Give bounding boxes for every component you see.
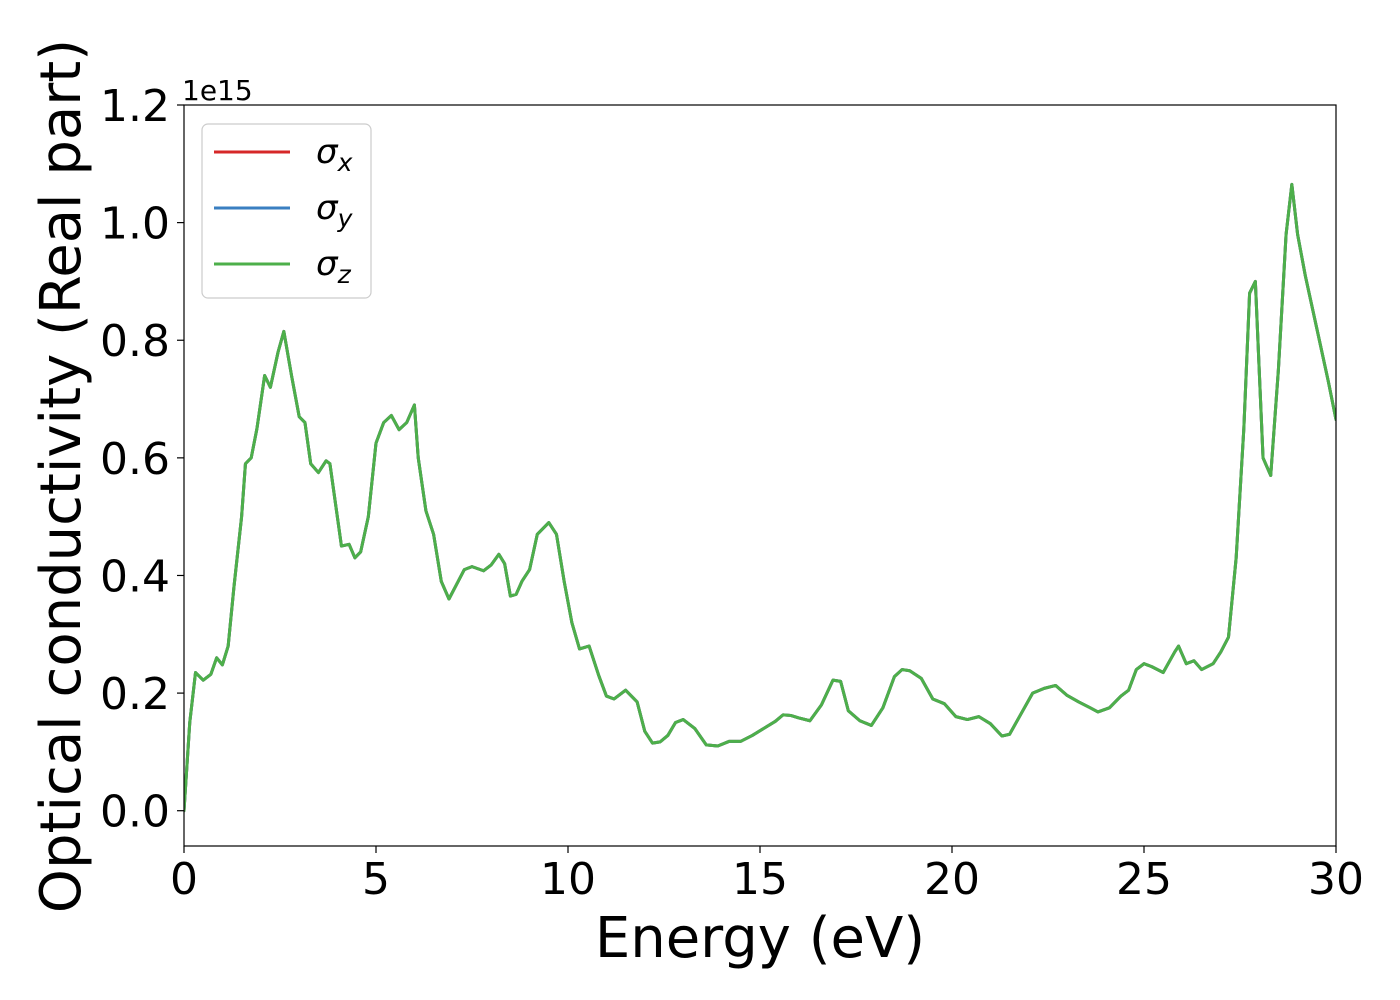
x-tick-label: 25 [1116,854,1172,905]
y-tick-label: 0.8 [100,316,170,367]
series-line-3 [184,182,1336,813]
x-axis-ticks: 0 5 10 15 20 25 30 [170,846,1364,905]
y-axis-label: Optical conductivity (Real part) [29,39,94,913]
x-axis-label: Energy (eV) [595,906,925,971]
legend: σx σy σz [201,123,372,299]
series-layer [184,182,1336,813]
x-tick-label: 30 [1308,854,1364,905]
legend-label-2: σy [316,188,354,233]
y-tick-label: 0.4 [100,551,170,602]
y-tick-label: 1.0 [100,199,170,250]
x-tick-label: 10 [540,854,596,905]
y-tick-label: 1.2 [100,81,170,132]
y-tick-label: 0.0 [100,787,170,838]
legend-box [201,123,372,299]
y-tick-label: 0.6 [100,434,170,485]
legend-label-3: σz [316,244,352,289]
x-tick-label: 15 [732,854,788,905]
x-tick-label: 0 [170,854,198,905]
x-tick-label: 5 [362,854,390,905]
legend-label-1: σx [316,132,353,177]
x-tick-label: 20 [924,854,980,905]
y-tick-label: 0.2 [100,669,170,720]
y-offset-label: 1e15 [182,74,253,107]
y-axis-ticks: 0.0 0.2 0.4 0.6 0.8 1.0 1.2 [100,81,184,838]
plot-area [183,104,1337,847]
